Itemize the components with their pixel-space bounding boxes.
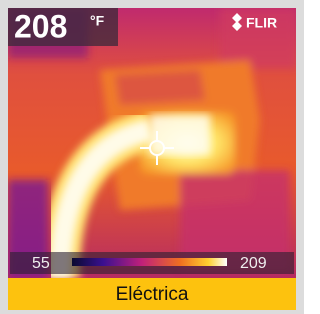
scale-bar [72, 258, 227, 266]
thermal-card: 208 °F FLIR 55 209 Eléctrica [0, 0, 304, 314]
scale-min: 55 [32, 255, 50, 272]
brand-name: FLIR [246, 15, 277, 31]
caption: Eléctrica [116, 284, 189, 305]
temperature-reading: 208 [14, 8, 67, 44]
temperature-unit: °F [90, 13, 105, 29]
scale-max: 209 [240, 255, 267, 272]
